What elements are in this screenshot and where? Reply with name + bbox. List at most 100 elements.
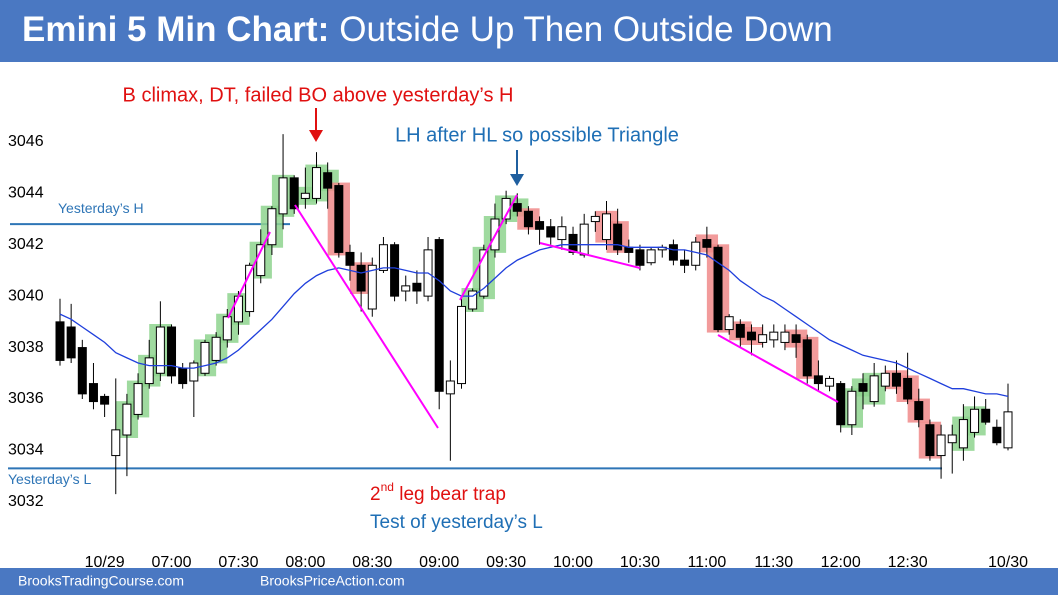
annotation-part: leg bear trap bbox=[394, 484, 506, 505]
candle-body bbox=[746, 331, 756, 341]
candle-body bbox=[780, 331, 790, 343]
x-tick-label: 07:00 bbox=[152, 554, 192, 571]
candle-body bbox=[345, 251, 355, 266]
candle-body bbox=[88, 383, 98, 403]
candle-body bbox=[100, 395, 110, 405]
candle-body bbox=[111, 429, 121, 457]
candle-body bbox=[144, 357, 154, 385]
x-tick-label: 12:30 bbox=[888, 554, 928, 571]
candle-body bbox=[668, 244, 678, 261]
candle-body bbox=[323, 172, 333, 189]
candle-body bbox=[300, 192, 310, 199]
candle-body bbox=[457, 305, 467, 385]
candle-body bbox=[334, 185, 344, 253]
trend-line bbox=[294, 204, 439, 429]
candle-body bbox=[724, 316, 734, 331]
x-tick-label: 08:30 bbox=[352, 554, 392, 571]
candle-body bbox=[122, 403, 132, 436]
candle-body bbox=[546, 226, 556, 238]
candle-body bbox=[825, 377, 835, 387]
candle-body bbox=[869, 375, 879, 403]
candle-body bbox=[847, 390, 857, 426]
candle-body bbox=[769, 331, 779, 341]
candle-body bbox=[312, 167, 322, 199]
candle-body bbox=[222, 316, 232, 341]
trend-line bbox=[459, 194, 518, 301]
candle-body bbox=[713, 246, 723, 331]
candle-body bbox=[880, 372, 890, 387]
trend-line bbox=[227, 231, 271, 319]
title-bold: Emini 5 Min Chart: bbox=[22, 10, 329, 49]
candle-body bbox=[635, 249, 645, 266]
annotation: LH after HL so possible Triangle bbox=[395, 124, 679, 146]
candle-body bbox=[512, 203, 522, 212]
candle-body bbox=[758, 334, 768, 343]
candle-body bbox=[914, 401, 924, 421]
candle-body bbox=[66, 326, 76, 359]
y-tick-label: 3044 bbox=[8, 185, 44, 202]
candle-body bbox=[211, 336, 221, 361]
x-tick-label: 11:00 bbox=[687, 554, 726, 571]
x-tick-label: 07:30 bbox=[218, 554, 258, 571]
x-tick-label: 12:00 bbox=[821, 554, 861, 571]
candle-body bbox=[1003, 411, 1013, 449]
candle-body bbox=[155, 326, 165, 374]
arrow-head bbox=[510, 174, 524, 186]
candle-body bbox=[200, 341, 210, 374]
x-tick-label: 11:30 bbox=[754, 554, 793, 571]
footer-text: BrooksTradingCourse.com bbox=[18, 573, 184, 589]
candle-body bbox=[55, 321, 65, 361]
plot: 3032 3034 3036 3038 3040 3042 3044 3046 10/29 07:… bbox=[8, 133, 1028, 571]
candle-body bbox=[390, 244, 400, 297]
candle-body bbox=[167, 326, 177, 377]
candle-body bbox=[523, 210, 533, 228]
candle-body bbox=[278, 177, 288, 215]
x-tick-label: 10/30 bbox=[988, 554, 1028, 571]
candle-body bbox=[936, 434, 946, 457]
title-bar bbox=[0, 0, 1058, 62]
chart-title: Emini 5 Min Chart: Outside Up Then Outsid… bbox=[22, 10, 833, 49]
candle-body bbox=[702, 239, 712, 248]
arrow bbox=[510, 150, 524, 186]
reference-label: Yesterday’s H bbox=[58, 200, 144, 216]
x-tick-label: 09:30 bbox=[486, 554, 526, 571]
candle-body bbox=[367, 264, 377, 310]
moving-average bbox=[59, 244, 1009, 398]
candle-body bbox=[445, 380, 455, 395]
candle-body bbox=[77, 347, 87, 395]
candle-body bbox=[267, 208, 277, 246]
title-text: Outside Up Then Outside Down bbox=[339, 10, 833, 49]
candle-body bbox=[189, 362, 199, 382]
arrow bbox=[309, 108, 323, 142]
candle-body bbox=[245, 264, 255, 313]
candle-body bbox=[680, 259, 690, 266]
footer-bar bbox=[0, 568, 1058, 595]
trend-line bbox=[717, 334, 839, 403]
candle-body bbox=[601, 213, 611, 241]
y-tick-label: 3038 bbox=[8, 339, 44, 356]
candle-body bbox=[590, 215, 600, 223]
candle-body bbox=[178, 367, 188, 385]
candle-body bbox=[233, 295, 243, 323]
reference-label: Yesterday’s L bbox=[8, 471, 91, 487]
x-tick-label: 09:00 bbox=[419, 554, 459, 571]
candle-body bbox=[858, 383, 868, 392]
candle-body bbox=[903, 377, 913, 400]
candle-body bbox=[947, 434, 957, 444]
y-tick-label: 3034 bbox=[8, 442, 44, 459]
candle-body bbox=[891, 372, 901, 387]
candle-body bbox=[624, 246, 634, 253]
candle-body bbox=[992, 426, 1002, 444]
candle-body bbox=[836, 383, 846, 426]
candle-body bbox=[378, 244, 388, 271]
candle-body bbox=[981, 408, 991, 423]
candle-body bbox=[479, 249, 489, 297]
y-tick-label: 3032 bbox=[8, 493, 44, 510]
y-tick-label: 3036 bbox=[8, 390, 44, 407]
candle-body bbox=[356, 264, 366, 292]
candle-body bbox=[535, 221, 545, 230]
trend-line bbox=[539, 242, 641, 269]
annotation-part: 2 bbox=[370, 484, 381, 505]
